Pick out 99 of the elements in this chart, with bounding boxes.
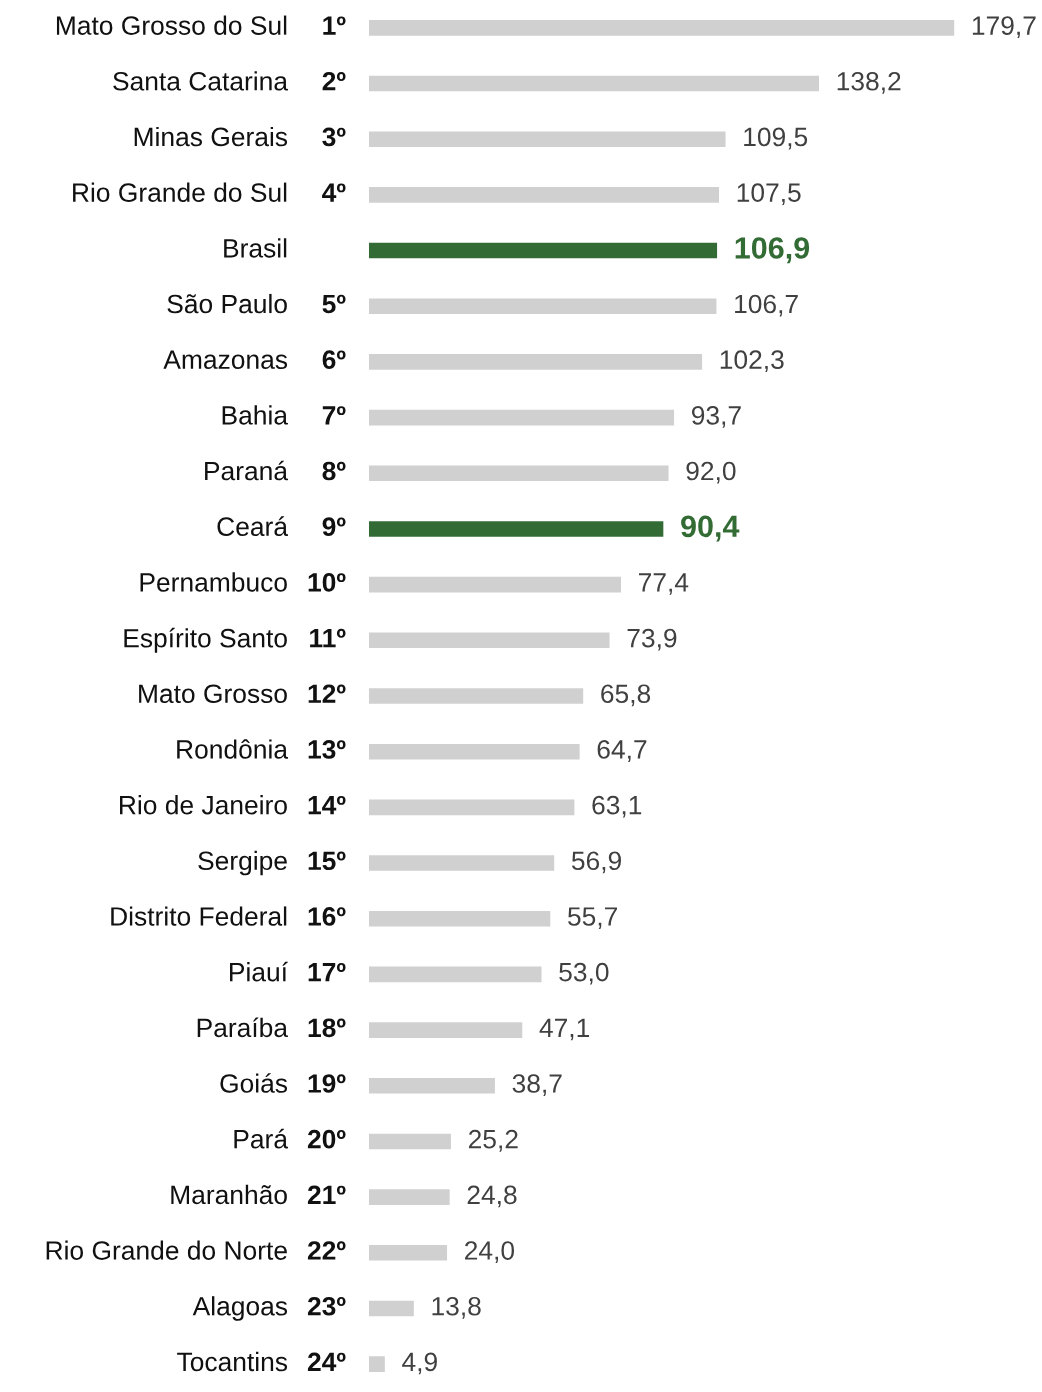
text: 4º <box>322 183 346 202</box>
text: 17º <box>308 962 346 982</box>
y-tick-label: Bahia <box>222 405 288 425</box>
bar <box>368 632 610 649</box>
bar <box>368 20 955 36</box>
bar <box>368 409 675 426</box>
y-tick-label: Distrito Federal <box>111 906 287 926</box>
text: 8º <box>322 461 346 481</box>
text: 23º <box>307 1296 346 1316</box>
bar <box>368 298 717 315</box>
data-label: 90,4 <box>681 515 740 542</box>
data-label: 179,7 <box>972 16 1036 39</box>
bar <box>368 855 555 871</box>
y-tick-label: Rio Grande do Norte <box>46 1240 287 1260</box>
text: 18º <box>308 1018 346 1038</box>
data-label: 65,8 <box>601 684 651 707</box>
y-tick-label: São Paulo <box>167 293 287 314</box>
text: 24º <box>307 1352 346 1371</box>
text: 15º <box>308 851 346 871</box>
bar <box>368 1133 451 1150</box>
data-label: 47,1 <box>539 1018 590 1041</box>
y-tick-label: Pará <box>234 1128 288 1149</box>
y-tick-label: Rondônia <box>177 739 289 759</box>
y-tick-label: Rio de Janeiro <box>120 795 287 815</box>
data-label: 93,7 <box>691 406 741 428</box>
data-label: 63,1 <box>592 795 642 818</box>
y-tick-label: Paraná <box>205 460 288 481</box>
text: 5º <box>322 294 346 314</box>
y-tick-label: Minas Gerais <box>134 126 288 147</box>
y-tick-label: Tocantins <box>177 1351 288 1372</box>
data-label: 107,5 <box>737 183 801 206</box>
text: 7º <box>322 406 346 425</box>
text: 3º <box>322 127 346 147</box>
data-label: 102,3 <box>720 350 784 373</box>
bar <box>368 1245 448 1261</box>
data-label: 56,9 <box>571 851 621 874</box>
bar <box>368 1022 523 1038</box>
text: 22º <box>307 1241 346 1260</box>
data-label: 109,5 <box>744 127 808 150</box>
text: 1º <box>323 16 346 35</box>
y-tick-label: Espírito Santo <box>124 627 287 653</box>
bar <box>368 465 669 482</box>
data-label: 13,8 <box>432 1296 481 1319</box>
bar <box>368 187 720 203</box>
bar <box>368 131 726 147</box>
data-label: 138,2 <box>837 71 901 94</box>
bar <box>368 75 820 92</box>
bar <box>368 1189 450 1205</box>
data-label: 92,0 <box>686 461 736 484</box>
y-tick-label: Mato Grosso do Sul <box>56 15 287 35</box>
bar <box>368 1300 414 1317</box>
data-label: 55,7 <box>568 907 617 929</box>
text: 2º <box>322 71 346 91</box>
data-label: 24,8 <box>467 1185 517 1208</box>
bar <box>368 910 551 927</box>
y-tick-label: Amazonas <box>163 350 288 369</box>
y-tick-label: Ceará <box>217 516 288 537</box>
bar <box>368 521 664 537</box>
bar <box>368 354 703 370</box>
data-label: 73,9 <box>627 628 677 651</box>
y-tick-label: Mato Grosso <box>139 684 287 704</box>
y-tick-label: Pernambuco <box>140 572 287 592</box>
text: 14º <box>308 795 346 815</box>
data-label: 64,7 <box>597 740 647 762</box>
text: 19º <box>308 1074 346 1093</box>
y-tick-label: Sergipe <box>198 850 287 876</box>
data-label: 38,7 <box>512 1074 562 1096</box>
y-tick-label: Goiás <box>220 1073 288 1093</box>
bar <box>368 688 584 704</box>
text: 20º <box>307 1129 346 1149</box>
data-label: 77,4 <box>639 573 689 595</box>
y-tick-label: Rio Grande do Sul <box>73 182 287 202</box>
data-label: 25,2 <box>468 1129 518 1152</box>
bar <box>368 966 542 983</box>
text: 11º <box>310 628 346 648</box>
data-label: 106,9 <box>735 237 810 264</box>
y-tick-label: Santa Catarina <box>113 71 289 91</box>
text: 10º <box>308 573 346 592</box>
bar <box>368 743 580 760</box>
data-label: 53,0 <box>559 962 609 985</box>
text: 9º <box>322 517 346 537</box>
text: 16º <box>308 907 346 926</box>
data-label: 106,7 <box>735 294 798 317</box>
data-label: 24,0 <box>465 1241 515 1263</box>
y-tick-label: Paraíba <box>197 1017 289 1038</box>
data-label: 4,9 <box>402 1352 437 1375</box>
y-tick-label: Maranhão <box>171 1184 287 1205</box>
text: 6º <box>322 350 346 369</box>
text: 13º <box>308 740 346 759</box>
bar <box>368 1356 385 1372</box>
text: 21º <box>307 1185 346 1204</box>
bar <box>368 242 718 259</box>
bar <box>368 1077 495 1094</box>
bar <box>368 799 575 816</box>
bar <box>368 576 621 593</box>
y-tick-label: Alagoas <box>192 1296 288 1321</box>
y-tick-label: Brasil <box>224 238 287 258</box>
text: 12º <box>308 684 346 703</box>
y-tick-label: Piauí <box>230 961 288 982</box>
